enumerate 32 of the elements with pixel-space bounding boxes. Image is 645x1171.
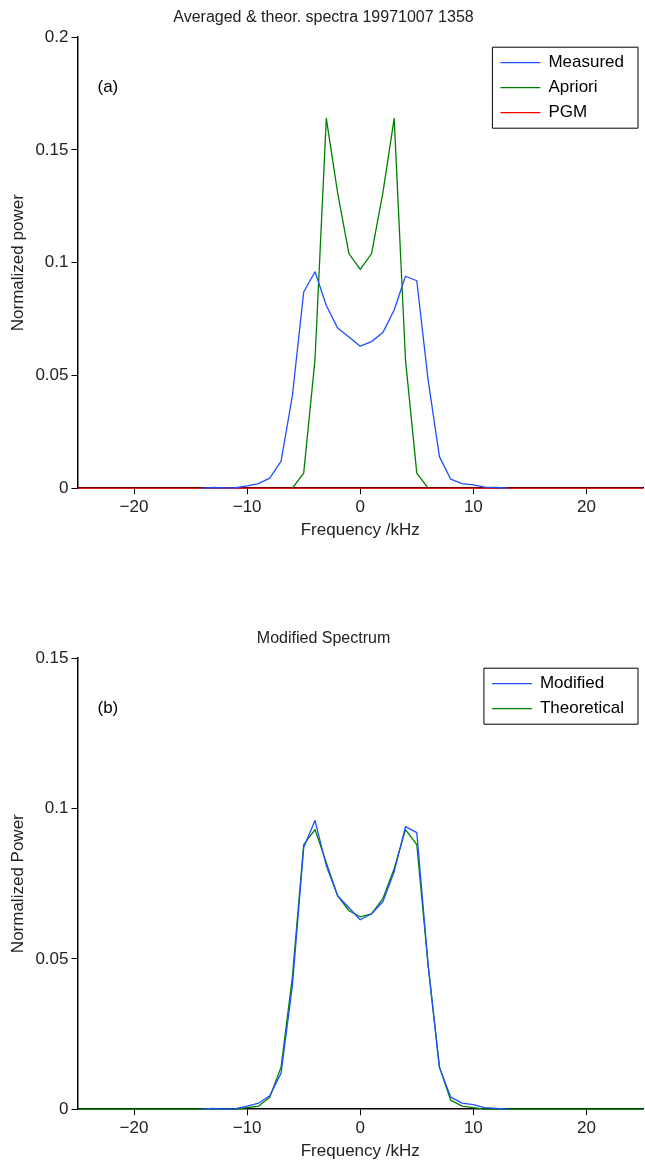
y-tick-label: 0.15 [35,647,69,667]
y-tick-label: 0.1 [44,252,69,272]
x-tick-label: 10 [463,497,483,517]
x-axis-title: Frequency /kHz [300,520,420,540]
legend-label: Apriori [548,77,598,97]
annotation: (b) [97,697,119,717]
x-tick-label: −10 [232,1118,262,1138]
y-tick-label: 0 [59,477,69,497]
x-tick-label: −20 [119,497,149,517]
chart-title: Modified Spectrum [256,629,391,647]
legend-label: Theoretical [539,698,625,718]
y-tick-label: 0.05 [35,948,69,968]
chart-title: Averaged & theor. spectra 19971007 1358 [173,8,474,26]
x-tick-label: −10 [232,497,262,517]
y-tick-label: 0.05 [35,365,69,385]
annotation: (a) [97,76,119,96]
y-tick-label: 0.15 [35,139,69,159]
y-tick-label: 0.1 [44,798,69,818]
y-tick-label: 0.2 [44,26,69,46]
y-tick-label: 0 [59,1098,69,1118]
x-tick-label: −20 [119,1118,149,1138]
legend-label: PGM [548,102,588,122]
legend-label: Measured [548,52,625,72]
y-axis-title: Normalized Power [7,813,27,954]
y-axis-title: Normalized power [7,193,27,332]
legend-label: Modified [539,673,605,693]
x-tick-label: 0 [355,1118,365,1138]
x-tick-label: 20 [576,497,596,517]
x-tick-label: 0 [355,497,365,517]
x-tick-label: 20 [576,1118,596,1138]
x-tick-label: 10 [463,1118,483,1138]
x-axis-title: Frequency /kHz [300,1141,420,1161]
